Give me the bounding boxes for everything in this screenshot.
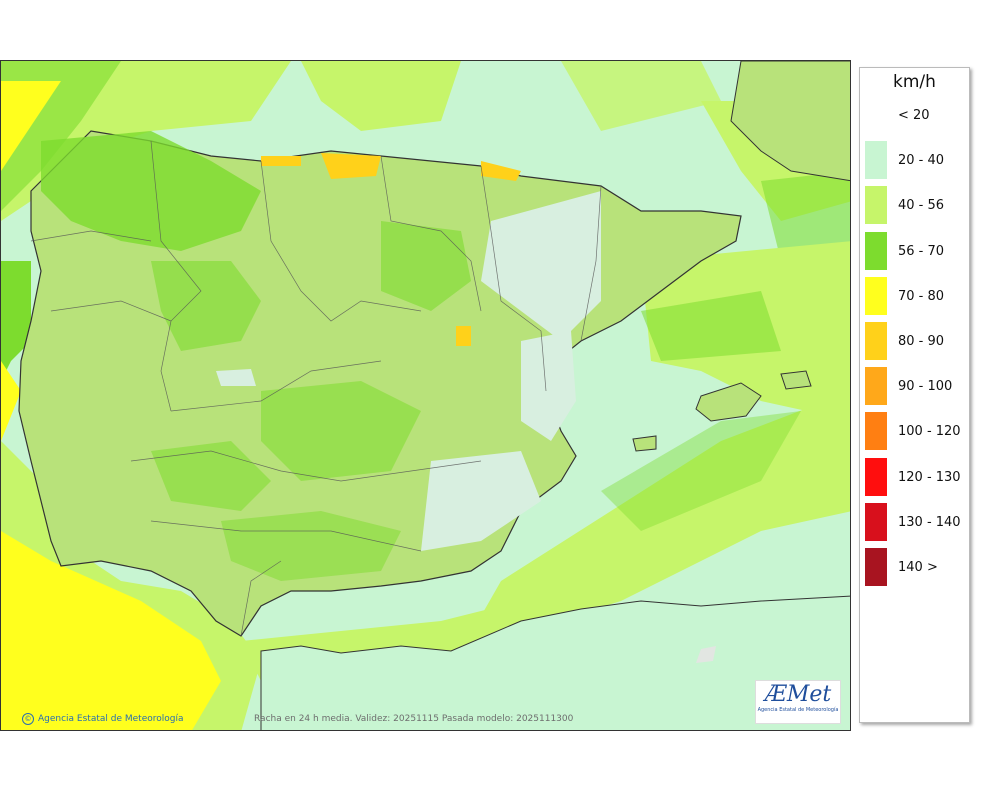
legend-swatch — [865, 502, 887, 541]
legend-item: 20 - 40 — [865, 141, 969, 180]
map-caption: Racha en 24 h media. Validez: 20251115 P… — [254, 714, 574, 724]
legend-unit: km/h — [893, 72, 936, 92]
agency-credit: © Agencia Estatal de Meteorología — [22, 713, 184, 725]
copyright-icon: © — [22, 713, 34, 725]
legend-swatch — [865, 141, 887, 180]
legend-item: 40 - 56 — [865, 186, 969, 225]
legend-item: 140 > — [865, 548, 969, 586]
legend-label: 20 - 40 — [898, 153, 945, 169]
legend-item: < 20 — [865, 96, 969, 134]
legend-label: 70 - 80 — [898, 288, 945, 304]
agency-credit-text: Agencia Estatal de Meteorología — [38, 714, 184, 724]
legend-label: < 20 — [898, 108, 930, 123]
legend-label: 56 - 70 — [898, 243, 945, 259]
legend-swatch — [865, 367, 887, 406]
legend-label: 90 - 100 — [898, 379, 953, 395]
legend-swatch — [865, 548, 887, 586]
legend-item: 70 - 80 — [865, 276, 969, 315]
wind-gust-map — [0, 60, 851, 731]
legend-swatch — [865, 322, 887, 360]
aemet-logo-mark: ÆMet — [764, 682, 832, 707]
legend-swatch — [865, 186, 887, 225]
legend-item: 100 - 120 — [865, 412, 969, 451]
legend-label: 130 - 140 — [898, 514, 961, 530]
legend-label: 140 > — [898, 560, 938, 575]
legend-item: 80 - 90 — [865, 322, 969, 360]
legend-swatch — [865, 231, 887, 270]
legend-label: 120 - 130 — [898, 469, 961, 485]
map-canvas — [1, 61, 850, 730]
legend-item: 120 - 130 — [865, 457, 969, 496]
legend-swatch — [865, 412, 887, 451]
legend-label: 80 - 90 — [898, 334, 945, 349]
legend-label: 100 - 120 — [898, 424, 961, 440]
legend-swatch — [865, 457, 887, 496]
legend-swatch — [865, 96, 887, 134]
legend-panel: km/h < 20 20 - 40 40 - 56 56 - 70 70 - 80 80 … — [859, 67, 970, 723]
legend-item: 90 - 100 — [865, 367, 969, 406]
legend-label: 40 - 56 — [898, 198, 945, 214]
legend-item: 56 - 70 — [865, 231, 969, 270]
legend-item: 130 - 140 — [865, 502, 969, 541]
aemet-logo-subtitle: Agencia Estatal de Meteorología — [757, 707, 839, 713]
aemet-logo: ÆMet Agencia Estatal de Meteorología — [755, 680, 841, 724]
legend-swatch — [865, 276, 887, 315]
